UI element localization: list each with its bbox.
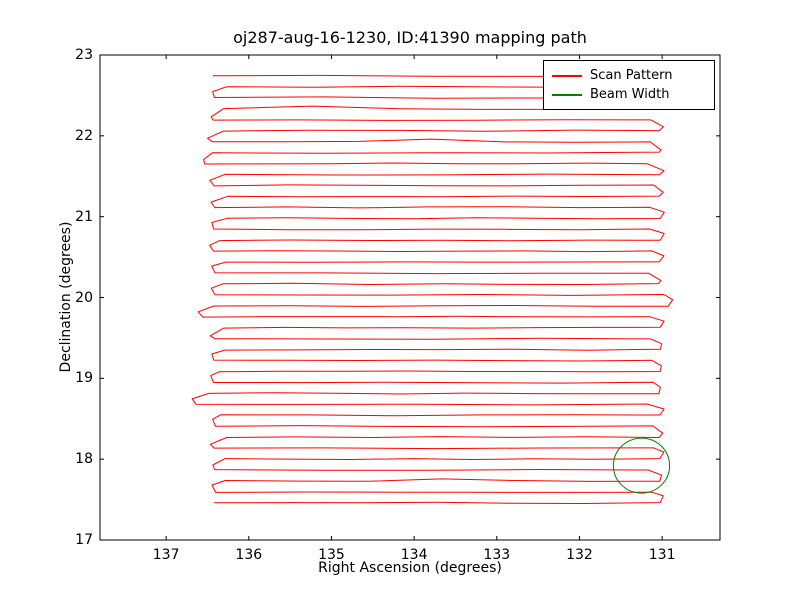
axis-ticks [100, 54, 720, 541]
x-tick-label: 135 [318, 547, 345, 563]
x-tick-label: 131 [648, 547, 676, 563]
y-tick-label: 23 [75, 47, 93, 63]
y-axis-label: Declination (degrees) [58, 221, 74, 373]
x-tick-label: 134 [400, 547, 428, 563]
beam-width-line-icon [552, 93, 582, 96]
beam-width-circle [612, 437, 671, 494]
y-tick-label: 21 [75, 208, 93, 225]
y-tick-label: 18 [75, 451, 93, 468]
legend-entry-beam-width: Beam Width [552, 85, 706, 104]
y-tick-label: 20 [75, 289, 93, 306]
y-tick-label: 22 [75, 127, 93, 144]
x-tick-label: 136 [235, 547, 263, 563]
x-tick-label: 137 [152, 547, 180, 563]
legend: Scan Pattern Beam Width [543, 60, 715, 110]
legend-label: Scan Pattern [590, 68, 673, 83]
chart-title: oj287-aug-16-1230, ID:41390 mapping path [233, 28, 587, 47]
scan-pattern-line-icon [552, 74, 582, 77]
x-tick-label: 133 [483, 547, 511, 563]
legend-label: Beam Width [590, 87, 670, 102]
scan-pattern-path [191, 74, 674, 504]
y-tick-label: 17 [75, 532, 93, 548]
plot-border [99, 54, 721, 541]
y-tick-label: 19 [75, 370, 93, 387]
legend-entry-scan-pattern: Scan Pattern [552, 66, 706, 85]
x-tick-label: 132 [566, 547, 593, 563]
x-axis-label: Right Ascension (degrees) [318, 560, 502, 576]
